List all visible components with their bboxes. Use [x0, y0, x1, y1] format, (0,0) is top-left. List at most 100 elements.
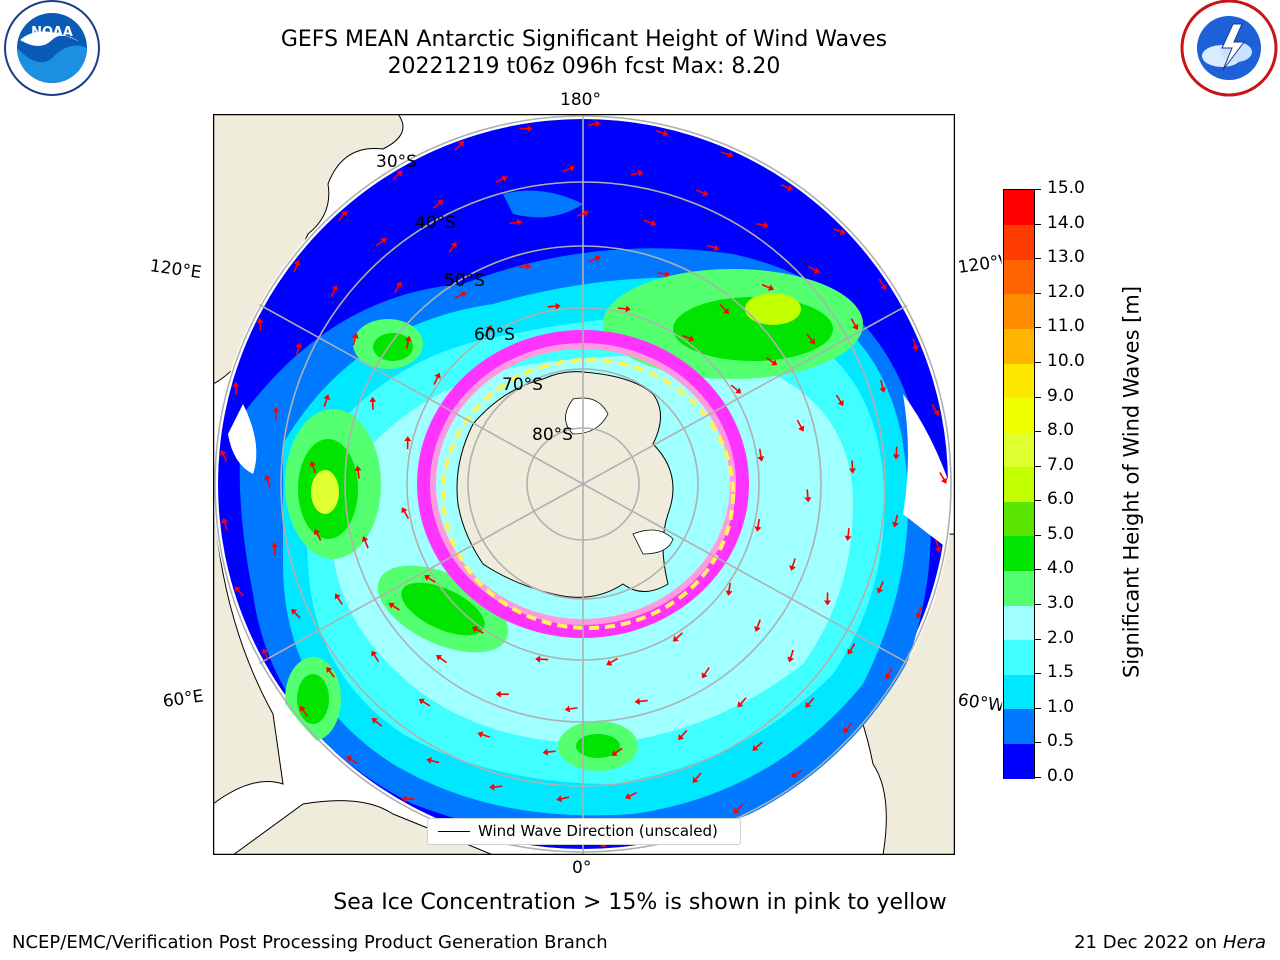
colorbar-tick-mark: [1035, 189, 1041, 190]
colorbar-tick-label: 12.0: [1047, 281, 1085, 302]
wave-direction-arrow: [807, 265, 820, 274]
colorbar-tick-label: 10.0: [1047, 350, 1085, 371]
colorbar-bin: [1004, 397, 1034, 433]
wave-direction-arrow: [221, 517, 229, 531]
colorbar-bin: [1004, 708, 1034, 744]
wave-direction-arrow: [737, 697, 747, 708]
wave-direction-arrow: [915, 605, 923, 619]
wave-direction-arrow: [433, 372, 441, 385]
lat-label-80s: 80°S: [532, 425, 573, 445]
lat-label-60s: 60°S: [474, 325, 515, 345]
wave-direction-arrow: [757, 448, 765, 462]
colorbar-tick-label: 9.0: [1047, 385, 1075, 406]
colorbar-tick-label: 1.0: [1047, 696, 1075, 717]
colorbar-tick-label: 11.0: [1047, 316, 1085, 337]
wave-direction-arrow: [879, 379, 887, 393]
colorbar-tick-label: 14.0: [1047, 212, 1085, 233]
colorbar-bin: [1004, 466, 1034, 502]
wave-direction-arrow: [519, 125, 533, 133]
colorbar-tick-mark: [1035, 534, 1041, 536]
colorbar-tick-mark: [1035, 431, 1041, 433]
wave-direction-arrow: [477, 731, 491, 738]
wave-direction-arrow: [823, 592, 831, 606]
wave-direction-arrow: [371, 718, 383, 727]
wave-direction-arrow: [789, 558, 796, 571]
colorbar-bin: [1004, 501, 1034, 537]
wave-direction-arrow: [730, 384, 742, 394]
wave-direction-arrow: [733, 803, 744, 814]
wave-direction-arrow: [912, 338, 919, 351]
wave-direction-arrow: [761, 283, 774, 291]
colorbar-bin: [1004, 293, 1034, 329]
wave-direction-arrow: [295, 342, 303, 356]
wave-direction-arrow: [547, 302, 561, 310]
wave-direction-arrow: [394, 281, 402, 294]
lon-label-60e: 60°E: [161, 686, 205, 712]
lon-label-120w: 120°W: [956, 251, 1003, 278]
colorbar-tick-mark: [1035, 742, 1041, 744]
wave-direction-arrow: [346, 756, 358, 765]
lat-label-40s: 40°S: [415, 213, 456, 233]
wave-direction-arrow: [564, 705, 578, 713]
wave-direction-arrow: [833, 228, 846, 235]
colorbar-tick-label: 8.0: [1047, 420, 1075, 441]
colorbar-tick-mark: [1035, 500, 1041, 502]
wave-direction-arrow: [931, 404, 940, 416]
colorbar-label-box: Significant Height of Wind Waves [m]: [1102, 187, 1162, 777]
colorbar-tick-label: 4.0: [1047, 558, 1075, 579]
wave-direction-arrow: [754, 518, 762, 532]
wave-direction-arrow: [371, 650, 380, 663]
wave-direction-arrow: [634, 697, 648, 705]
wave-direction-arrow: [323, 394, 331, 407]
wave-direction-arrow: [766, 357, 778, 366]
colorbar-tick-mark: [1035, 465, 1041, 467]
wave-direction-arrow: [495, 690, 509, 698]
wave-direction-arrow: [692, 772, 702, 783]
colorbar-tick-mark: [1035, 707, 1041, 709]
colorbar-bin: [1004, 535, 1034, 572]
wave-direction-arrow: [754, 619, 761, 632]
wave-direction-arrow: [643, 219, 657, 227]
wave-direction-arrow: [630, 169, 644, 177]
wave-direction-arrow: [617, 305, 631, 313]
wave-direction-arrow: [542, 748, 556, 756]
lat-label-70s: 70°S: [502, 375, 543, 395]
weddell-ice: [632, 529, 674, 555]
wave-direction-arrow: [337, 210, 348, 222]
wave-direction-arrow: [562, 165, 576, 173]
wave-direction-arrow: [309, 460, 317, 474]
wave-direction-arrow: [706, 244, 720, 252]
wave-direction-arrow: [843, 722, 853, 734]
wave-direction-arrow: [334, 593, 343, 605]
wave-direction-arrow: [354, 465, 362, 479]
colorbar-tick-label: 0.5: [1047, 731, 1075, 752]
colorbar-bin: [1004, 743, 1034, 779]
colorbar-label: Significant Height of Wind Waves [m]: [1119, 285, 1144, 679]
wave-direction-arrow: [256, 317, 264, 331]
colorbar-tick-label: 6.0: [1047, 489, 1075, 510]
wave-direction-arrow: [518, 263, 532, 271]
colorbar-tick-mark: [1035, 638, 1041, 640]
wave-direction-arrow: [418, 698, 431, 707]
wave-direction-arrow: [272, 406, 280, 420]
lon-label-180: 180°: [560, 90, 601, 110]
wave-direction-arrow: [844, 528, 852, 542]
colorbar-bin: [1004, 224, 1034, 260]
map-frame: [213, 114, 955, 855]
wave-direction-arrow: [448, 241, 457, 254]
wave-direction-arrow: [752, 741, 763, 751]
wave-direction-arrow: [375, 238, 387, 247]
colorbar-ticks: 0.0 0.5 1.0 1.5 2.0 3.0 4.0 5.0 6.0 7.0 8.0 9.0 10.0…: [1035, 178, 1095, 786]
wave-direction-arrow: [291, 608, 301, 619]
colorbar-tick-mark: [1035, 396, 1041, 398]
wave-direction-arrow: [401, 795, 415, 803]
wave-direction-arrow: [780, 184, 794, 192]
colorbar-bin: [1004, 259, 1034, 295]
wave-direction-arrow: [556, 795, 570, 803]
wave-direction-arrow: [509, 218, 523, 226]
colorbar-tick-label: 0.0: [1047, 766, 1075, 786]
wave-direction-arrow: [678, 729, 688, 741]
wave-direction-arrow: [606, 657, 618, 666]
wave-direction-arrow: [696, 189, 709, 197]
wave-direction-arrow: [796, 419, 805, 432]
